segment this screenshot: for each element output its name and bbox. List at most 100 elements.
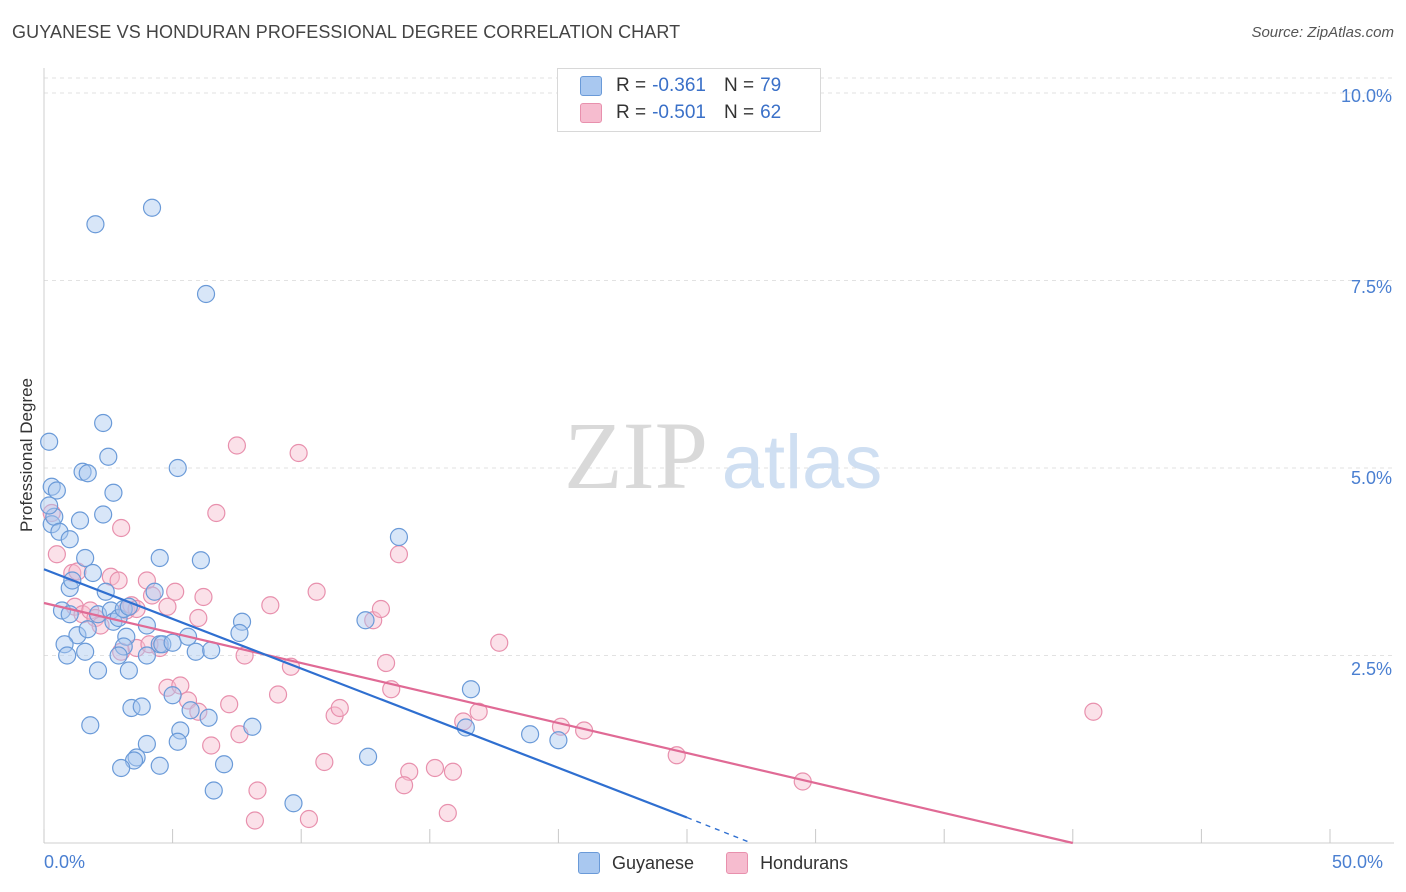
data-point — [268, 685, 288, 704]
data-point — [55, 635, 74, 654]
data-point — [109, 646, 128, 665]
data-point — [232, 612, 252, 631]
data-point — [104, 483, 123, 502]
legend-item-hondurans[interactable]: Hondurans — [726, 852, 848, 874]
data-point — [189, 702, 208, 721]
data-point — [109, 571, 128, 590]
data-point — [68, 562, 87, 581]
data-point — [181, 701, 200, 720]
data-point — [207, 503, 226, 523]
data-point — [119, 661, 138, 680]
hondurans-points — [42, 436, 1103, 830]
data-point — [168, 458, 187, 478]
legend-row-guyanese: R = -0.361 N = 79 — [580, 73, 781, 99]
legend-swatch-guyanese — [578, 852, 600, 874]
data-point — [40, 496, 59, 515]
legend-n-value: 79 — [760, 75, 782, 96]
data-point — [400, 762, 419, 781]
data-point — [81, 716, 100, 735]
data-point — [78, 620, 97, 639]
axes — [43, 68, 1394, 844]
data-point — [549, 731, 568, 750]
data-point — [137, 646, 156, 665]
data-point — [307, 582, 326, 601]
data-point — [40, 432, 59, 451]
data-point — [86, 215, 105, 234]
x-tick-label: 0.0% — [44, 852, 86, 872]
y-tick-label: 2.5% — [1350, 659, 1392, 679]
data-point — [47, 545, 66, 564]
data-point — [469, 702, 488, 721]
data-point — [490, 633, 509, 652]
data-point — [94, 505, 113, 524]
data-point — [356, 611, 375, 630]
data-point — [186, 642, 205, 661]
correlation-legend: R = -0.361 N = 79 R = -0.501 N = 62 — [557, 68, 821, 132]
legend-item-guyanese[interactable]: Guyanese — [578, 852, 694, 874]
x-tick-label: 50.0% — [1332, 852, 1384, 872]
watermark-atlas: atlas — [722, 420, 883, 505]
data-point — [137, 734, 156, 754]
legend-n-value: 62 — [760, 102, 782, 123]
data-point — [76, 548, 95, 568]
data-point — [94, 413, 113, 433]
data-point — [245, 811, 265, 830]
data-point — [425, 758, 445, 778]
data-point — [461, 680, 481, 699]
data-point — [214, 755, 234, 774]
legend-n-label: N = — [723, 102, 755, 123]
data-point — [204, 781, 223, 800]
gridlines — [44, 77, 1394, 656]
data-point — [171, 676, 190, 695]
data-point — [521, 725, 540, 744]
data-point — [166, 582, 185, 601]
data-point — [230, 623, 249, 643]
data-point — [50, 522, 69, 541]
data-point — [371, 599, 391, 619]
chart-title: GUYANESE VS HONDURAN PROFESSIONAL DEGREE… — [12, 22, 681, 42]
data-point — [112, 518, 131, 538]
data-point — [438, 803, 457, 823]
data-point — [171, 721, 190, 740]
data-point — [248, 781, 267, 800]
data-point — [168, 732, 187, 751]
data-point — [68, 626, 87, 645]
legend-label-hondurans: Hondurans — [760, 852, 849, 873]
data-point — [96, 582, 115, 601]
legend-label-guyanese: Guyanese — [612, 852, 695, 873]
data-point — [99, 447, 118, 466]
legend-swatch-hondurans — [580, 103, 602, 123]
data-point — [315, 752, 334, 772]
data-point — [142, 198, 162, 217]
legend-swatch-guyanese — [580, 76, 602, 96]
data-point — [191, 551, 210, 570]
data-point — [196, 284, 216, 304]
legend-r-label: R = — [616, 75, 647, 96]
data-point — [163, 686, 182, 705]
trend-lines — [43, 568, 1074, 845]
data-point — [443, 762, 463, 781]
y-tick-label: 7.5% — [1350, 277, 1392, 297]
source-label: Source: ZipAtlas.com — [1251, 24, 1394, 41]
data-point — [289, 443, 308, 463]
data-point — [456, 718, 475, 737]
trend-line-guyanese-extension — [686, 816, 752, 844]
guyanese-points — [40, 198, 568, 813]
data-point — [199, 708, 218, 727]
y-axis-label: Professional Degree — [17, 377, 36, 533]
data-point — [132, 697, 151, 716]
data-point — [299, 809, 319, 829]
trend-line-guyanese — [43, 568, 688, 819]
data-point — [284, 794, 303, 813]
data-point — [150, 756, 169, 775]
legend-row-hondurans: R = -0.501 N = 62 — [580, 100, 781, 126]
data-point — [394, 776, 414, 795]
data-point — [158, 597, 177, 616]
data-point — [163, 633, 182, 652]
legend-swatch-hondurans — [726, 852, 749, 874]
data-point — [358, 747, 378, 766]
data-point — [330, 698, 349, 718]
data-point — [140, 635, 159, 654]
data-point — [47, 481, 66, 500]
